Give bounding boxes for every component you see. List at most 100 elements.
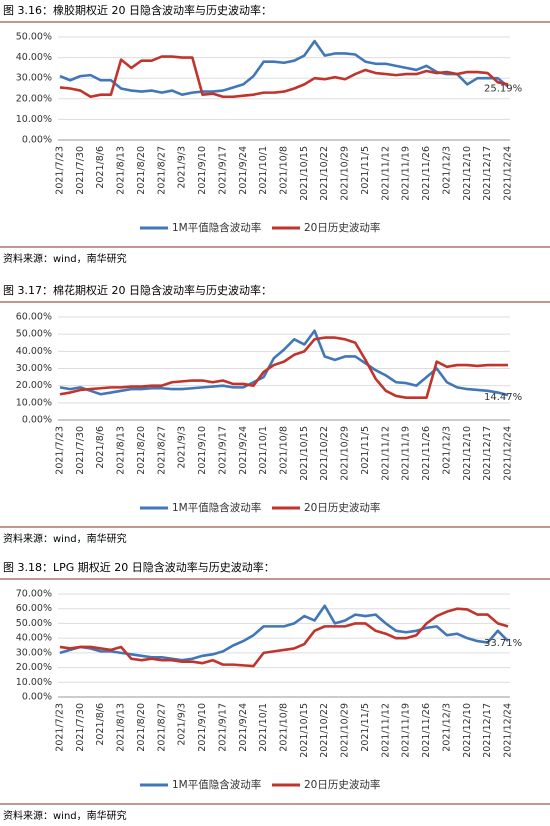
x-tick-label: 2021/8/13 bbox=[116, 426, 127, 475]
x-tick-label: 2021/7/30 bbox=[75, 426, 86, 475]
y-tick-label: 40.00% bbox=[16, 633, 52, 644]
x-tick-label: 2021/9/24 bbox=[238, 426, 249, 475]
y-tick-label: 70.00% bbox=[16, 589, 52, 600]
x-tick-label: 2021/9/10 bbox=[197, 146, 208, 195]
y-tick-label: 0.00% bbox=[22, 415, 52, 426]
legend-label: 20日历史波动率 bbox=[304, 501, 380, 514]
x-tick-label: 2021/8/6 bbox=[95, 703, 106, 746]
x-tick-label: 2021/9/17 bbox=[217, 146, 228, 195]
x-tick-label: 2021/7/23 bbox=[55, 703, 66, 752]
y-tick-label: 50.00% bbox=[16, 618, 52, 629]
x-tick-label: 2021/11/12 bbox=[380, 426, 391, 481]
x-tick-label: 2021/10/22 bbox=[319, 703, 330, 758]
x-tick-label: 2021/10/15 bbox=[299, 146, 310, 201]
legend-label: 1M平值隐含波动率 bbox=[172, 778, 261, 791]
x-tick-label: 2021/8/20 bbox=[136, 426, 147, 475]
x-tick-label: 2021/9/10 bbox=[197, 426, 208, 475]
x-tick-label: 2021/10/22 bbox=[319, 426, 330, 481]
x-tick-label: 2021/8/20 bbox=[136, 703, 147, 752]
y-tick-label: 0.00% bbox=[22, 692, 52, 703]
x-tick-label: 2021/12/17 bbox=[482, 146, 493, 201]
x-tick-label: 2021/8/13 bbox=[116, 703, 127, 752]
legend-label: 1M平值隐含波动率 bbox=[172, 501, 261, 514]
x-tick-label: 2021/7/23 bbox=[55, 146, 66, 195]
x-tick-label: 2021/12/3 bbox=[441, 146, 452, 195]
source-note: 资料来源：wind，南华研究 bbox=[3, 532, 127, 545]
legend-label: 1M平值隐含波动率 bbox=[172, 221, 261, 234]
y-tick-label: 50.00% bbox=[16, 32, 52, 43]
y-tick-label: 20.00% bbox=[16, 380, 52, 391]
chart: 图 3.16：橡胶期权近 20 日隐含波动率与历史波动率： 0.00% 10.00%… bbox=[0, 3, 550, 265]
series-line bbox=[59, 604, 509, 662]
x-tick-label: 2021/10/15 bbox=[299, 426, 310, 481]
figure-caption: 图 3.18：LPG 期权近 20 日隐含波动率与历史波动率： bbox=[3, 560, 275, 574]
x-tick-label: 2021/7/30 bbox=[75, 703, 86, 752]
x-tick-label: 2021/11/5 bbox=[360, 703, 371, 752]
x-tick-label: 2021/12/10 bbox=[462, 703, 473, 758]
y-tick-label: 20.00% bbox=[16, 93, 52, 104]
x-tick-label: 2021/10/29 bbox=[340, 703, 351, 758]
x-tick-label: 2021/8/27 bbox=[156, 146, 167, 195]
x-tick-label: 2021/7/30 bbox=[75, 146, 86, 195]
x-tick-label: 2021/8/27 bbox=[156, 426, 167, 475]
legend-label: 20日历史波动率 bbox=[304, 221, 380, 234]
x-tick-label: 2021/11/5 bbox=[360, 146, 371, 195]
y-tick-label: 40.00% bbox=[16, 346, 52, 357]
x-tick-label: 2021/8/6 bbox=[95, 146, 106, 189]
x-tick-label: 2021/9/3 bbox=[177, 426, 188, 469]
y-tick-label: 60.00% bbox=[16, 312, 52, 323]
x-tick-label: 2021/11/19 bbox=[401, 426, 412, 481]
x-tick-label: 2021/10/1 bbox=[258, 146, 269, 195]
x-tick-label: 2021/8/13 bbox=[116, 146, 127, 195]
x-tick-label: 2021/12/10 bbox=[462, 146, 473, 201]
x-tick-label: 2021/10/1 bbox=[258, 703, 269, 752]
figure-caption: 图 3.17：棉花期权近 20 日隐含波动率与历史波动率： bbox=[3, 283, 272, 297]
series-line bbox=[59, 607, 509, 668]
series-line bbox=[59, 336, 508, 399]
x-tick-label: 2021/10/15 bbox=[299, 703, 310, 758]
series-line bbox=[59, 39, 509, 96]
x-tick-label: 2021/8/6 bbox=[95, 426, 106, 469]
x-tick-label: 2021/9/3 bbox=[177, 703, 188, 746]
x-tick-label: 2021/9/17 bbox=[217, 426, 228, 475]
x-tick-label: 2021/11/12 bbox=[380, 703, 391, 758]
x-tick-label: 2021/11/26 bbox=[421, 146, 432, 201]
y-tick-label: 30.00% bbox=[16, 73, 52, 84]
x-tick-label: 2021/7/23 bbox=[55, 426, 66, 475]
x-tick-label: 2021/12/10 bbox=[462, 426, 473, 481]
x-tick-label: 2021/12/24 bbox=[503, 146, 514, 201]
x-tick-label: 2021/11/19 bbox=[401, 146, 412, 201]
x-tick-label: 2021/10/1 bbox=[258, 426, 269, 475]
chart: 图 3.17：棉花期权近 20 日隐含波动率与历史波动率： 0.00% 10.00%… bbox=[0, 283, 550, 545]
y-tick-label: 50.00% bbox=[16, 329, 52, 340]
y-tick-label: 60.00% bbox=[16, 603, 52, 614]
legend-label: 20日历史波动率 bbox=[304, 778, 380, 791]
annotation: 25.19% bbox=[484, 83, 522, 94]
annotation: 14.47% bbox=[484, 392, 522, 403]
x-tick-label: 2021/10/22 bbox=[319, 146, 330, 201]
series-line bbox=[59, 55, 509, 99]
y-tick-label: 30.00% bbox=[16, 363, 52, 374]
x-tick-label: 2021/10/8 bbox=[279, 703, 290, 752]
y-tick-label: 40.00% bbox=[16, 52, 52, 63]
y-tick-label: 20.00% bbox=[16, 662, 52, 673]
y-tick-label: 10.00% bbox=[16, 114, 52, 125]
x-tick-label: 2021/11/26 bbox=[421, 703, 432, 758]
x-tick-label: 2021/8/20 bbox=[136, 146, 147, 195]
figure-caption: 图 3.16：橡胶期权近 20 日隐含波动率与历史波动率： bbox=[3, 3, 272, 17]
x-tick-label: 2021/10/29 bbox=[340, 426, 351, 481]
x-tick-label: 2021/11/19 bbox=[401, 703, 412, 758]
x-tick-label: 2021/9/17 bbox=[217, 703, 228, 752]
x-tick-label: 2021/11/12 bbox=[380, 146, 391, 201]
y-tick-label: 0.00% bbox=[22, 135, 52, 146]
x-tick-label: 2021/9/24 bbox=[238, 703, 249, 752]
x-tick-label: 2021/10/8 bbox=[279, 146, 290, 195]
x-tick-label: 2021/11/26 bbox=[421, 426, 432, 481]
x-tick-label: 2021/11/5 bbox=[360, 426, 371, 475]
chart: 图 3.18：LPG 期权近 20 日隐含波动率与历史波动率： 0.00% 10.0… bbox=[0, 560, 550, 822]
x-tick-label: 2021/12/24 bbox=[503, 703, 514, 758]
x-tick-label: 2021/8/27 bbox=[156, 703, 167, 752]
y-tick-label: 10.00% bbox=[16, 677, 52, 688]
x-tick-label: 2021/9/3 bbox=[177, 146, 188, 189]
